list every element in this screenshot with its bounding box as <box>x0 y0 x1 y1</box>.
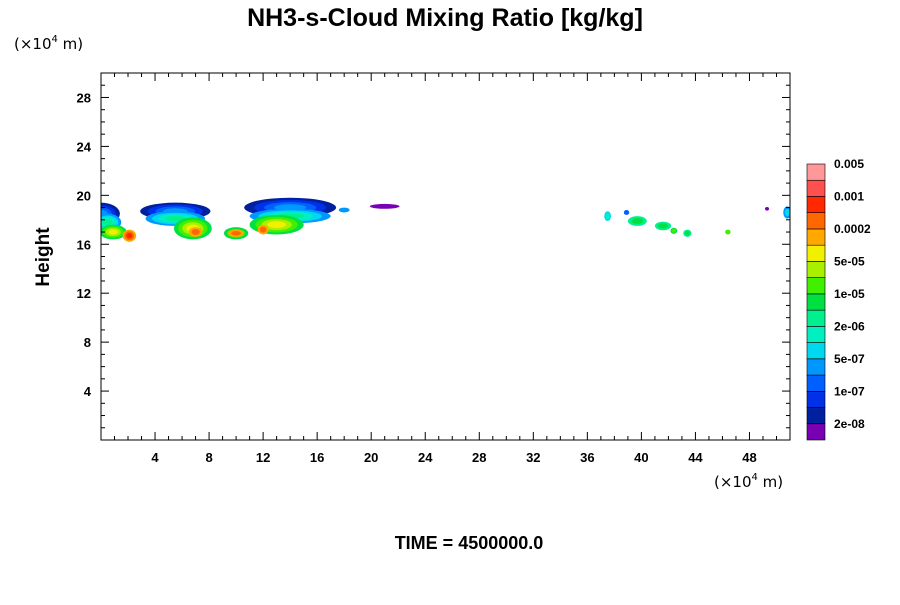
plot-content <box>101 197 790 242</box>
cloud-region-13-layer-1 <box>259 226 267 233</box>
colorbar-swatch <box>806 228 826 246</box>
y-tick-label: 12 <box>77 286 91 301</box>
y-unit-exponent: 4 <box>52 34 58 45</box>
x-unit-suffix: m) <box>758 473 783 491</box>
colorbar-label: 1e-07 <box>834 384 865 398</box>
colorbar-swatch <box>806 358 826 376</box>
cloud-region-18-layer-1 <box>631 218 644 225</box>
x-tick-label: 16 <box>310 450 324 465</box>
time-label: TIME = 4500000.0 <box>395 533 544 553</box>
colorbar-swatch <box>806 342 826 360</box>
colorbar: 2e-08 1e-07 5e-07 2e-06 1e-05 5e-05 0.0002 0.00… <box>806 157 871 441</box>
colorbar-swatch <box>806 212 826 230</box>
colorbar-swatch <box>806 309 826 327</box>
x-tick-label: 12 <box>256 450 270 465</box>
colorbar-label: 5e-05 <box>834 254 865 268</box>
cloud-region-22-layer-0 <box>725 229 731 235</box>
y-unit-prefix: (×10 <box>14 35 52 53</box>
colorbar-swatch <box>806 326 826 343</box>
chart-title: NH3-s-Cloud Mixing Ratio [kg/kg] <box>247 4 643 32</box>
x-tick-label: 40 <box>634 450 648 465</box>
colorbar-swatch <box>806 374 826 392</box>
colorbar-swatch <box>806 179 826 197</box>
cloud-region-21-layer-1 <box>684 230 690 236</box>
colorbar-swatch <box>806 293 826 311</box>
colorbar-swatch <box>806 277 826 295</box>
cloud-region-16-layer-1 <box>605 213 610 220</box>
colorbar-swatch <box>806 261 826 278</box>
colorbar-swatch <box>806 163 826 181</box>
cloud-region-7-layer-1 <box>191 229 200 236</box>
y-axis-label: Height <box>33 227 54 287</box>
cloud-region-17-layer-0 <box>623 210 630 215</box>
cloud-region-5-layer-3 <box>164 216 186 222</box>
cloud-region-23-layer-0 <box>765 206 770 211</box>
y-unit-label: (×104 m) <box>14 34 83 53</box>
colorbar-swatch <box>806 196 826 214</box>
cloud-region-3-layer-2 <box>126 232 133 239</box>
y-tick-label: 16 <box>77 237 91 252</box>
cloud-region-20-layer-1 <box>671 228 676 233</box>
cloud-region-19-layer-1 <box>658 223 668 229</box>
x-unit-label: (×104 m) <box>714 472 783 491</box>
colorbar-label: 2e-08 <box>834 417 865 431</box>
x-tick-label: 4 <box>151 450 159 465</box>
y-tick-label: 28 <box>77 90 91 105</box>
cloud-region-15-layer-0 <box>369 203 400 209</box>
x-tick-label: 28 <box>472 450 486 465</box>
x-tick-label: 48 <box>742 450 756 465</box>
cloud-region-12-layer-3 <box>267 221 287 229</box>
x-tick-label: 8 <box>205 450 212 465</box>
colorbar-swatch <box>806 244 826 262</box>
colorbar-swatch <box>806 423 826 441</box>
colorbar-label: 0.0002 <box>834 222 871 236</box>
cloud-region-2-layer-3 <box>108 229 118 235</box>
x-tick-label: 20 <box>364 450 378 465</box>
cloud-region-1-layer-3 <box>103 219 113 226</box>
x-tick-label: 24 <box>418 450 433 465</box>
x-unit-exponent: 4 <box>752 472 758 483</box>
x-tick-label: 44 <box>688 450 703 465</box>
y-unit-suffix: m) <box>58 35 83 53</box>
x-tick-label: 32 <box>526 450 540 465</box>
colorbar-label: 1e-05 <box>834 287 865 301</box>
x-unit-prefix: (×10 <box>714 473 752 491</box>
colorbar-label: 5e-07 <box>834 352 865 366</box>
y-tick-label: 8 <box>84 335 91 350</box>
y-tick-label: 4 <box>84 384 92 399</box>
colorbar-label: 0.001 <box>834 189 864 203</box>
colorbar-label: 0.005 <box>834 157 864 171</box>
colorbar-swatch <box>806 407 826 425</box>
x-tick-label: 36 <box>580 450 594 465</box>
colorbar-label: 2e-06 <box>834 319 865 333</box>
cloud-region-14-layer-0 <box>338 207 350 213</box>
plot-frame <box>100 72 791 441</box>
y-tick-label: 24 <box>77 139 92 154</box>
y-tick-label: 20 <box>77 188 91 203</box>
cloud-region-24-layer-1 <box>784 208 790 217</box>
colorbar-swatch <box>806 390 826 408</box>
cloud-region-9-layer-1 <box>231 230 242 236</box>
